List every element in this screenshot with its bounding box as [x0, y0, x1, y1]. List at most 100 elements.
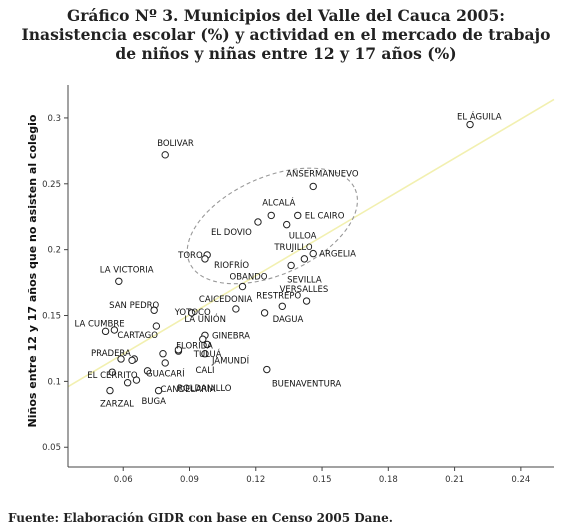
- point-label: OBANDO: [230, 273, 268, 283]
- fit-line-layer: [67, 98, 555, 388]
- point-label: ZARZAL: [100, 400, 134, 410]
- point-label: CAICEDONIA: [199, 295, 253, 305]
- source-note: Fuente: Elaboración GIDR con base en Cen…: [8, 511, 393, 525]
- data-point: [309, 182, 317, 191]
- data-point: [201, 350, 209, 358]
- y-tick-label: 0.2: [47, 246, 61, 256]
- point-label: PRADERA: [91, 349, 131, 359]
- data-point: [188, 309, 196, 317]
- data-point: [199, 335, 207, 343]
- data-point: [232, 305, 240, 313]
- point-label: SEVILLA: [287, 275, 322, 285]
- data-point: [283, 220, 291, 229]
- data-point: [238, 282, 247, 291]
- data-point: [174, 346, 183, 354]
- point-label: TORO: [177, 251, 203, 261]
- y-tick-label: 0.25: [42, 180, 61, 190]
- point-label: EL DOVIO: [211, 228, 252, 238]
- data-point: [159, 350, 167, 358]
- point-label: BUGA: [141, 397, 166, 407]
- data-point: [154, 386, 163, 395]
- data-point: [287, 261, 295, 270]
- x-tick-label: 0.12: [246, 475, 265, 485]
- point-label: ULLOA: [289, 232, 317, 242]
- point-label: VERSALLES: [280, 285, 329, 295]
- x-tick-label: 0.21: [445, 475, 464, 485]
- data-point: [150, 306, 158, 314]
- x-tick-label: 0.15: [313, 475, 332, 485]
- fit-line: [67, 98, 555, 388]
- point-label: ALCALÁ: [262, 196, 295, 208]
- point-label: LA UNIÓN: [184, 313, 226, 325]
- data-point: [108, 368, 116, 376]
- y-axis-label: Niños entre 12 y 17 años que no asisten …: [26, 114, 39, 427]
- data-point: [309, 249, 317, 258]
- data-point: [260, 309, 269, 317]
- point-label: EL CAIRO: [305, 211, 345, 221]
- point-label: ANSERMANUEVO: [286, 169, 359, 179]
- point-label: CANDELARIA: [161, 385, 216, 395]
- y-tick-label: 0.1: [47, 377, 61, 387]
- data-point: [201, 255, 209, 263]
- data-point: [152, 322, 161, 330]
- x-tick-label: 0.09: [180, 475, 199, 485]
- data-point: [161, 359, 169, 367]
- point-label: FLORIDA: [176, 341, 213, 351]
- point-label: TULUÁ: [193, 348, 222, 360]
- data-point: [123, 378, 132, 387]
- point-label: ROLDANILLO: [177, 384, 232, 394]
- data-point: [294, 211, 302, 220]
- y-tick-label: 0.05: [42, 443, 61, 453]
- data-point: [101, 327, 110, 336]
- point-label: LA VICTORIA: [100, 265, 154, 275]
- point-label: JAMUNDÍ: [211, 355, 250, 367]
- data-point: [110, 326, 119, 334]
- data-point: [254, 218, 262, 226]
- point-label: YOTOCO: [174, 308, 211, 318]
- point-label: BOLIVAR: [157, 139, 194, 149]
- data-point: [466, 120, 474, 129]
- y-tick-label: 0.15: [42, 312, 61, 322]
- x-tick-label: 0.06: [114, 475, 133, 485]
- data-point: [302, 297, 311, 305]
- data-point: [161, 151, 169, 159]
- axes-layer: 0.06 0.09 0.12 0.15 0.18 0.21 0.24 0.05 0.1 0.15 0…: [26, 85, 554, 485]
- point-label: EL CERRITO: [87, 371, 138, 381]
- data-point: [143, 367, 152, 375]
- point-label: GINEBRA: [212, 331, 250, 341]
- data-point: [106, 386, 114, 395]
- point-label: RIOFRÍO: [214, 259, 249, 271]
- point-label: CARTAGO: [117, 331, 158, 341]
- point-label: GUACARÍ: [146, 368, 185, 380]
- chart-title-line-3: de niños y niñas entre 12 y 17 años (%): [115, 44, 457, 63]
- chart-title-line-2: Inasistencia escolar (%) y actividad en …: [21, 25, 551, 44]
- point-label: SAN PEDRO: [109, 301, 159, 311]
- point-label: CALI: [195, 366, 214, 376]
- points-layer: [101, 120, 474, 395]
- x-tick-label: 0.24: [511, 475, 530, 485]
- chart-title: Gráfico Nº 3. Municipios del Valle del C…: [0, 6, 572, 63]
- highlight-ellipse-layer: [186, 167, 358, 285]
- highlight-ellipse: [186, 167, 358, 285]
- point-label: BUENAVENTURA: [272, 380, 342, 390]
- data-point: [300, 255, 309, 263]
- point-labels-layer: EL ÁGUILA BOLIVAR ANSERMANUEVO ALCALÁ EL CAI…: [75, 111, 502, 410]
- point-label: EL ÁGUILA: [457, 111, 502, 123]
- data-point: [267, 211, 275, 220]
- data-point: [263, 365, 271, 374]
- data-point: [278, 302, 286, 310]
- point-label: LA CUMBRE: [75, 319, 125, 329]
- point-label: ARGELIA: [319, 250, 356, 260]
- data-point: [203, 340, 211, 349]
- chart-title-line-1: Gráfico Nº 3. Municipios del Valle del C…: [67, 6, 505, 25]
- point-label: DAGUA: [273, 315, 304, 325]
- data-point: [115, 277, 123, 285]
- data-point: [132, 376, 141, 384]
- point-label: TRUJILLO: [273, 243, 313, 253]
- point-label: RESTREPO: [256, 291, 301, 301]
- data-point: [128, 356, 136, 365]
- x-tick-label: 0.18: [379, 475, 398, 485]
- data-point: [117, 355, 125, 363]
- y-tick-label: 0.3: [47, 114, 61, 124]
